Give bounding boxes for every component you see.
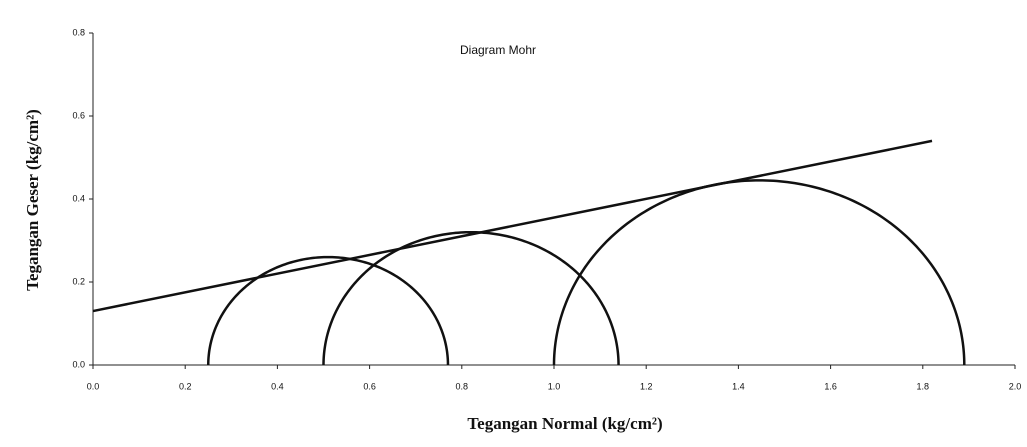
mohr-circle (552, 179, 966, 366)
x-tick-label: 1.0 (548, 381, 561, 391)
x-tick-label: 1.4 (732, 381, 745, 391)
x-tick-label: 0.4 (271, 381, 284, 391)
x-tick-label: 0.8 (456, 381, 469, 391)
x-tick-label: 0.2 (179, 381, 192, 391)
y-tick-label: 0.6 (72, 110, 85, 120)
mohr-circle (207, 255, 450, 366)
x-axis-title: Tegangan Normal (kg/cm²) (467, 414, 662, 433)
failure-envelope (92, 139, 933, 313)
x-tick-label: 1.6 (824, 381, 837, 391)
y-tick-label: 0.2 (72, 276, 85, 286)
chart-title: Diagram Mohr (460, 43, 536, 57)
y-tick-label: 0.4 (72, 193, 85, 203)
y-tick-label: 0.8 (72, 27, 85, 37)
x-tick-label: 1.8 (917, 381, 930, 391)
x-tick-label: 1.2 (640, 381, 653, 391)
y-axis-title: Tegangan Geser (kg/cm²) (23, 109, 42, 291)
x-tick-label: 0.0 (87, 381, 100, 391)
mohr-circle (322, 230, 620, 366)
x-tick-label: 0.6 (363, 381, 376, 391)
y-tick-label: 0.0 (72, 359, 85, 369)
x-tick-label: 2.0 (1009, 381, 1022, 391)
